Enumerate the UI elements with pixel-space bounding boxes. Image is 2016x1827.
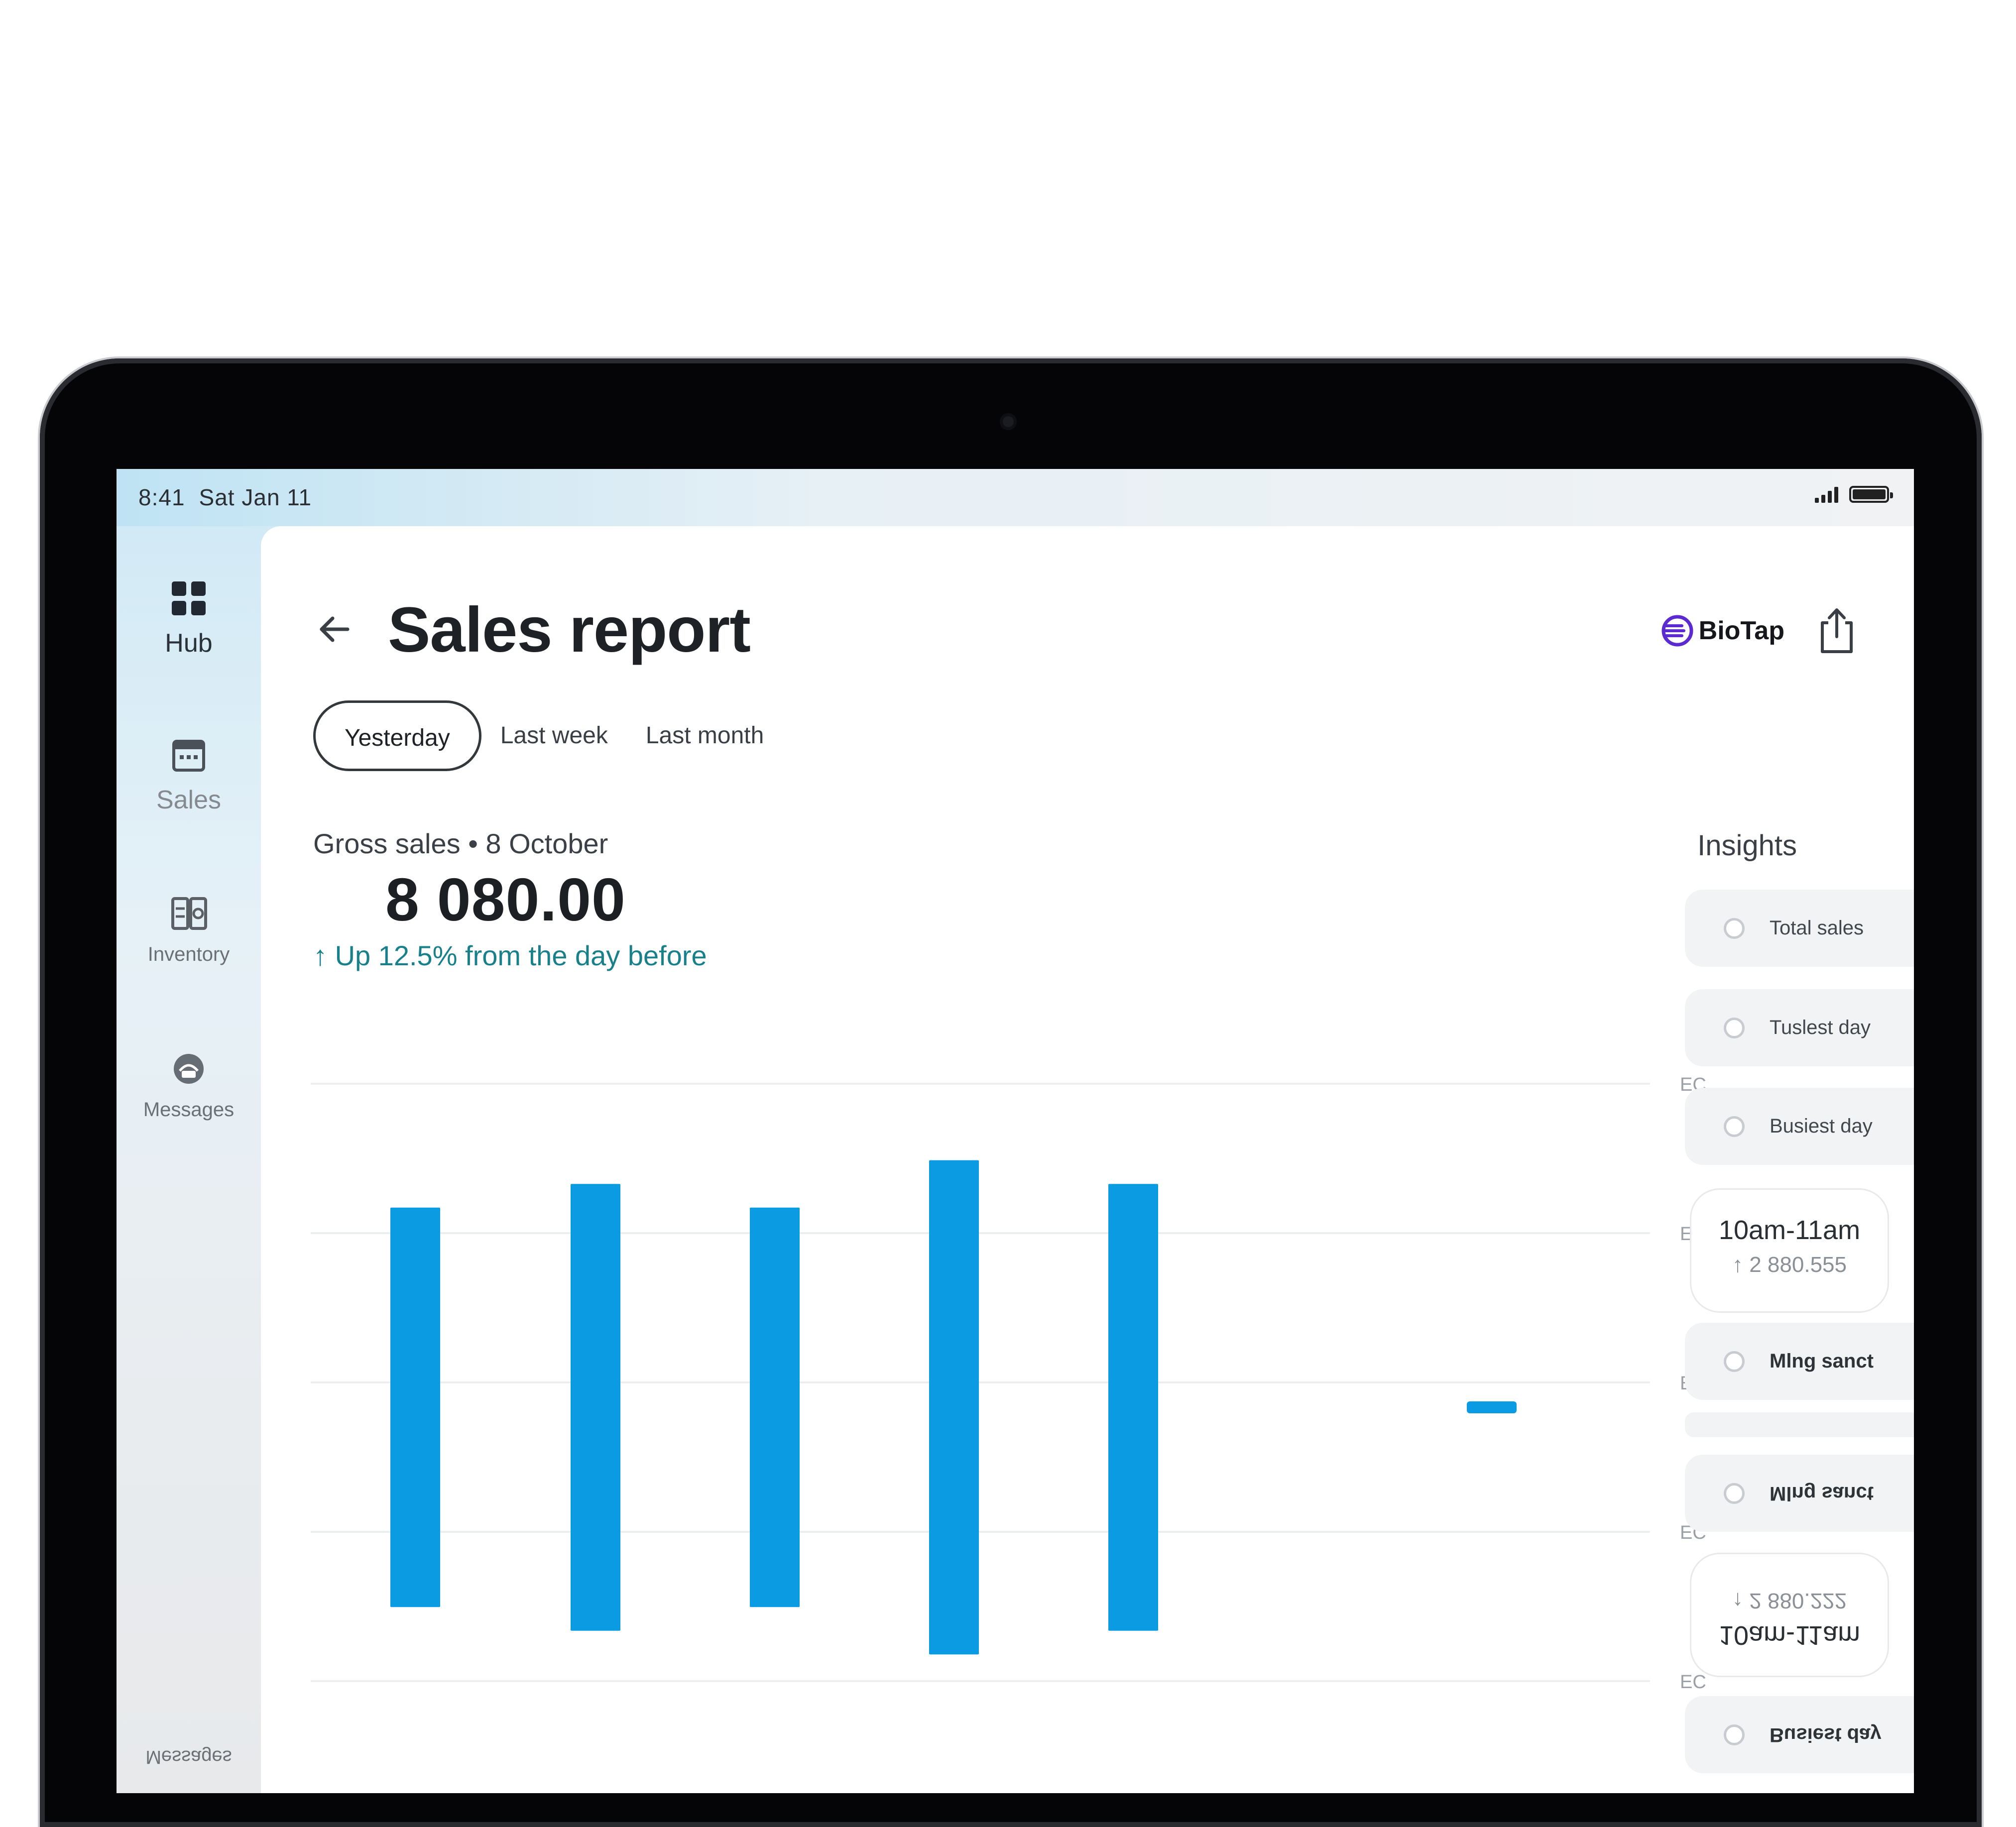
radio-button[interactable] <box>1724 917 1745 939</box>
chart-bar[interactable] <box>750 1207 800 1607</box>
sales-bar-chart: ECECECECEC <box>311 1074 1706 1693</box>
reflection-label: Messages <box>145 1746 232 1767</box>
grid-icon <box>172 581 206 615</box>
battery-icon <box>1849 486 1893 503</box>
sidebar-item-messages[interactable]: Messages <box>117 1049 261 1121</box>
page-title: Sales report <box>388 594 751 666</box>
reflected-insight-row: Mlng sanct <box>1685 1455 1914 1532</box>
insight-tuslest-day[interactable]: Tuslest day <box>1685 989 1914 1066</box>
insight-label: Mlng sanct <box>1770 1483 1874 1504</box>
tab-yesterday[interactable]: Yesterday <box>313 700 481 771</box>
insight-busiest-day[interactable]: Busiest day <box>1685 1088 1914 1165</box>
insight-label: Busiest day <box>1770 1724 1882 1746</box>
peak-value: ↑ 2 880.222 <box>1732 1589 1847 1613</box>
radio-button[interactable] <box>1724 1116 1745 1137</box>
status-time: 8:41 <box>138 484 185 510</box>
signal-icon <box>1815 486 1838 503</box>
sidebar-reflection: Messages <box>117 1736 261 1767</box>
calendar-icon <box>172 740 205 772</box>
peak-value: ↑ 2 880.555 <box>1732 1253 1847 1277</box>
gross-sales-delta: ↑ Up 12.5% from the day before <box>313 939 707 972</box>
message-icon <box>174 1054 204 1084</box>
share-icon[interactable] <box>1814 606 1859 656</box>
sidebar-item-label: Messages <box>143 1099 235 1121</box>
sidebar-item-label: Inventory <box>147 943 230 965</box>
chart-bar[interactable] <box>929 1160 979 1655</box>
peak-time: 10am-11am <box>1718 1620 1861 1650</box>
camera <box>1000 413 1017 430</box>
chart-bar[interactable] <box>1467 1401 1517 1413</box>
sidebar-item-inventory[interactable]: Inventory <box>117 894 261 966</box>
screen: 8:41 Sat Jan 11 Hub <box>117 469 1914 1793</box>
radio-button[interactable] <box>1724 1351 1745 1372</box>
chart-bar[interactable] <box>571 1184 620 1631</box>
sidebar-item-hub[interactable]: Hub <box>117 578 261 658</box>
reflected-peak-card: 10am-11am ↑ 2 880.222 <box>1690 1553 1889 1677</box>
gross-sales-value: 8 080.00 <box>385 866 626 933</box>
insight-mlng-sanct[interactable]: Mlng sanct <box>1685 1323 1914 1400</box>
period-tabs: Yesterday Last week Last month <box>313 700 783 771</box>
status-area <box>117 469 1914 526</box>
brand-name: BioTap <box>1698 616 1784 645</box>
sidebar-item-sales[interactable]: Sales <box>117 735 261 815</box>
gross-sales-label: Gross sales • 8 October <box>313 828 608 859</box>
radio-button <box>1724 1724 1745 1745</box>
radio-button[interactable] <box>1724 1017 1745 1038</box>
main-panel: Sales report BioTap Yesterday Last week … <box>261 526 1914 1793</box>
chart-bar[interactable] <box>390 1207 440 1607</box>
status-bar: 8:41 Sat Jan 11 <box>138 480 1899 515</box>
back-arrow-icon[interactable] <box>317 612 352 647</box>
biotap-logo-icon <box>1661 615 1693 647</box>
chart-bar[interactable] <box>1108 1184 1158 1631</box>
peak-hour-card[interactable]: 10am-11am ↑ 2 880.555 <box>1690 1188 1889 1313</box>
y-tick-label: EC <box>1680 1672 1706 1693</box>
peak-time: 10am-11am <box>1718 1215 1861 1245</box>
insight-label: Busiest day <box>1770 1115 1873 1137</box>
reflected-insight-row: Busiest day <box>1685 1696 1914 1773</box>
sidebar-item-label: Sales <box>156 786 222 814</box>
sidebar-item-label: Hub <box>165 629 213 658</box>
delta-text: Up 12.5% from the day before <box>335 940 707 971</box>
insight-label: Mlng sanct <box>1770 1350 1874 1372</box>
up-arrow-icon: ↑ <box>313 940 327 971</box>
inventory-icon <box>171 897 207 930</box>
radio-button <box>1724 1483 1745 1504</box>
insight-total-sales[interactable]: Total sales <box>1685 890 1914 967</box>
tab-last-week[interactable]: Last week <box>500 722 608 749</box>
insights-title: Insights <box>1697 829 1797 862</box>
sidebar: Hub Sales Inventory <box>117 526 261 1793</box>
status-date: Sat Jan 11 <box>199 484 312 510</box>
tab-last-month[interactable]: Last month <box>645 722 764 749</box>
insight-divider <box>1685 1412 1914 1437</box>
insight-label: Total sales <box>1770 917 1864 939</box>
insight-label: Tuslest day <box>1770 1017 1871 1038</box>
status-icons <box>1815 486 1893 503</box>
brand-logo: BioTap <box>1660 613 1784 648</box>
